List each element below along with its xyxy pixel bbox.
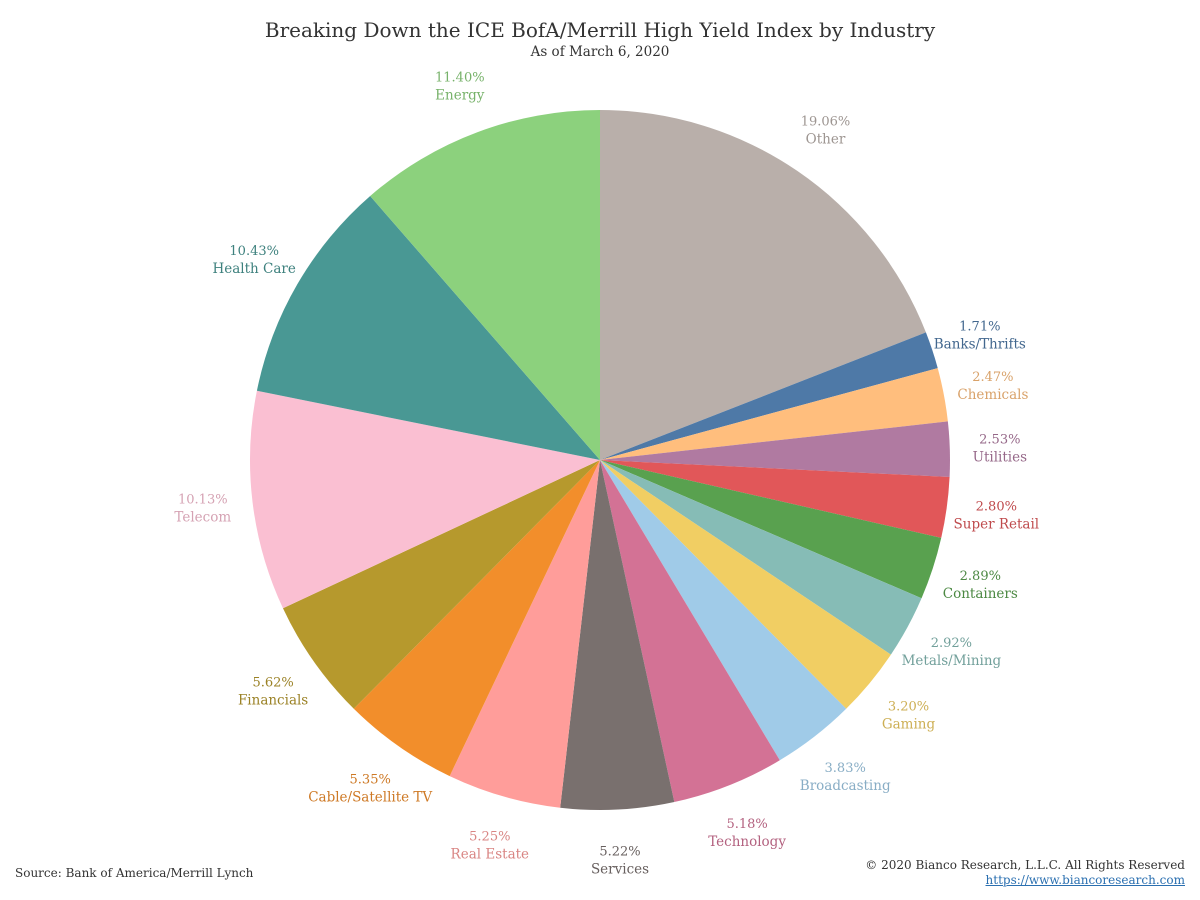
pie-slice-financials [282, 460, 600, 709]
slice-pct-label-super-retail: 2.80% [976, 499, 1017, 514]
pie-slice-real-estate [449, 460, 600, 808]
slice-name-label-metals-mining: Metals/Mining [902, 653, 1002, 669]
slice-name-label-financials: Financials [238, 693, 308, 709]
slice-name-label-containers: Containers [943, 586, 1018, 602]
slice-name-label-health-care: Health Care [213, 261, 296, 277]
pie-slice-telecom [250, 390, 601, 609]
slice-pct-label-cable-satellite-tv: 5.35% [350, 772, 391, 787]
slice-name-label-utilities: Utilities [973, 450, 1027, 466]
website-link[interactable]: https://www.biancoresearch.com [985, 873, 1185, 887]
slice-name-label-super-retail: Super Retail [954, 516, 1040, 532]
slice-pct-label-health-care: 10.43% [229, 244, 279, 259]
slice-name-label-real-estate: Real Estate [451, 847, 529, 863]
copyright-block: © 2020 Bianco Research, L.L.C. All Right… [865, 858, 1185, 888]
pie-slice-super-retail [600, 460, 950, 538]
slice-pct-label-technology: 5.18% [726, 817, 767, 832]
slice-pct-label-other: 19.06% [801, 115, 851, 130]
pie-slice-chemicals [600, 368, 948, 460]
slice-name-label-other: Other [806, 132, 846, 148]
pie-slice-technology [600, 460, 780, 803]
slice-name-label-chemicals: Chemicals [957, 387, 1028, 403]
pie-slice-gaming [600, 460, 891, 709]
pie-slice-broadcasting [600, 460, 847, 761]
pie-slice-metals-mining [600, 460, 922, 655]
pie-slice-utilities [600, 421, 951, 477]
pie-slice-energy [370, 110, 600, 460]
slice-pct-label-containers: 2.89% [960, 569, 1001, 584]
slice-name-label-cable-satellite-tv: Cable/Satellite TV [308, 789, 432, 805]
slice-name-label-gaming: Gaming [882, 717, 936, 733]
slice-pct-label-utilities: 2.53% [979, 433, 1020, 448]
pie-slice-services [560, 460, 675, 811]
slice-name-label-energy: Energy [435, 87, 485, 103]
slice-pct-label-services: 5.22% [599, 845, 640, 860]
slice-pct-label-metals-mining: 2.92% [931, 636, 972, 651]
slice-pct-label-financials: 5.62% [252, 676, 293, 691]
slice-pct-label-broadcasting: 3.83% [825, 761, 866, 776]
slice-pct-label-real-estate: 5.25% [469, 830, 510, 845]
slice-name-label-technology: Technology [708, 834, 786, 850]
pie-slices [250, 110, 951, 811]
slice-pct-label-telecom: 10.13% [178, 493, 228, 508]
slice-name-label-banks-thrifts: Banks/Thrifts [934, 336, 1026, 352]
pie-slice-other [600, 110, 926, 460]
pie-slice-banks-thrifts [600, 332, 938, 460]
chart-subtitle: As of March 6, 2020 [530, 44, 670, 60]
pie-slice-cable-satellite-tv [353, 460, 600, 777]
slice-name-label-telecom: Telecom [174, 510, 231, 526]
copyright-text: © 2020 Bianco Research, L.L.C. All Right… [865, 858, 1185, 872]
slice-pct-label-chemicals: 2.47% [972, 370, 1013, 385]
slice-pct-label-banks-thrifts: 1.71% [959, 319, 1000, 334]
source-note: Source: Bank of America/Merrill Lynch [15, 866, 254, 880]
pie-slice-containers [600, 460, 942, 599]
slice-pct-label-gaming: 3.20% [888, 700, 929, 715]
pie-slice-health-care [256, 196, 600, 460]
slice-name-label-services: Services [591, 862, 649, 878]
slice-name-label-broadcasting: Broadcasting [800, 778, 891, 794]
slice-pct-label-energy: 11.40% [435, 70, 485, 85]
chart-title: Breaking Down the ICE BofA/Merrill High … [264, 18, 936, 42]
pie-labels: 19.06% Other 1.71% Banks/Thrifts 2.47% Chemic… [174, 70, 1039, 877]
